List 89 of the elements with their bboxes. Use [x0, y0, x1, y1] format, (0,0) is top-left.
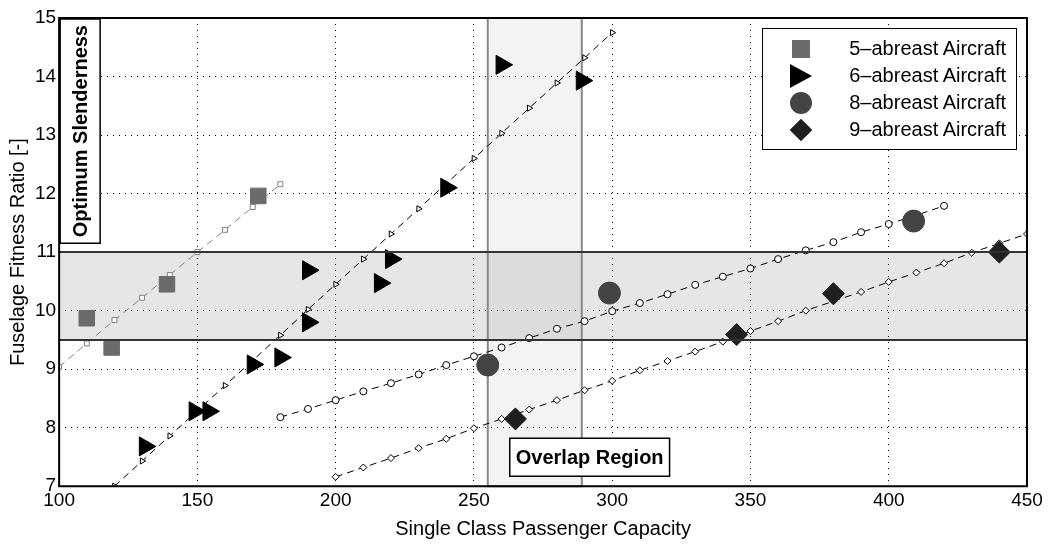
point [912, 268, 921, 277]
point [222, 226, 229, 233]
point [277, 181, 284, 188]
x-tick-label: 200 [319, 488, 352, 510]
point [857, 228, 866, 237]
point [83, 340, 90, 347]
point [222, 382, 230, 390]
band-label: Optimum Slenderness [68, 25, 91, 238]
point [635, 299, 644, 308]
point [499, 129, 506, 137]
point [746, 264, 755, 273]
point [442, 361, 451, 370]
y-tick-label: 8 [45, 415, 57, 437]
point [278, 331, 285, 339]
band-label: Overlap Region [515, 445, 664, 468]
point [359, 387, 368, 396]
point [158, 276, 176, 293]
point [503, 407, 527, 431]
point [469, 352, 478, 361]
point [597, 281, 621, 305]
point [476, 353, 500, 377]
point [663, 290, 672, 299]
point [305, 305, 313, 313]
point [774, 255, 783, 264]
point [388, 230, 395, 238]
point [139, 457, 147, 465]
point [609, 29, 617, 37]
point [249, 204, 256, 211]
legend-label: 8–abreast Aircraft [849, 91, 1006, 114]
point [497, 343, 506, 352]
y-tick-label: 13 [34, 123, 57, 145]
point [276, 413, 285, 422]
point [304, 404, 313, 413]
y-tick-label: 9 [45, 357, 57, 379]
point [608, 376, 617, 385]
point [884, 220, 893, 229]
y-tick-label: 11 [36, 240, 57, 262]
point [139, 294, 146, 301]
point [746, 327, 755, 336]
point [249, 187, 267, 205]
x-tick-label: 400 [872, 488, 905, 510]
point [940, 201, 949, 210]
point [471, 154, 478, 162]
legend-label: 6–abreast Aircraft [849, 64, 1006, 87]
point [78, 309, 96, 327]
point [608, 307, 617, 316]
y-tick-label: 14 [34, 64, 57, 86]
point [526, 104, 534, 112]
point [940, 259, 949, 268]
point [525, 405, 534, 414]
legend-label: 5–abreast Aircraft [849, 37, 1006, 60]
point [103, 339, 120, 356]
point [111, 317, 118, 323]
y-tick-label: 12 [34, 181, 57, 203]
point [857, 287, 866, 296]
x-axis-title: Single Class Passenger Capacity [395, 516, 691, 539]
point [386, 379, 395, 388]
point [331, 396, 340, 405]
point [580, 317, 589, 326]
y-tick-label: 15 [34, 6, 57, 28]
point [361, 255, 368, 263]
point [774, 317, 783, 326]
point [554, 79, 561, 87]
x-tick-label: 150 [181, 488, 214, 510]
point [884, 277, 893, 286]
point [582, 54, 589, 62]
y-axis-title: Fuselage Fitness Ratio [-] [5, 138, 28, 367]
point [725, 323, 749, 347]
point [497, 414, 506, 423]
point [333, 280, 340, 288]
point [416, 205, 423, 213]
x-tick-label: 250 [458, 488, 490, 510]
point [691, 280, 700, 289]
point [718, 272, 727, 281]
point [469, 424, 478, 433]
x-tick-label: 350 [734, 488, 767, 510]
point [902, 209, 926, 233]
point [821, 282, 845, 306]
point [552, 396, 561, 405]
point [552, 324, 561, 333]
point [414, 370, 423, 379]
x-tick-label: 450 [1011, 488, 1043, 510]
y-tick-label: 10 [34, 298, 57, 320]
legend-label: 9–abreast Aircraft [849, 118, 1006, 141]
point [663, 356, 672, 365]
point [167, 432, 174, 440]
point [829, 238, 838, 247]
x-tick-label: 300 [596, 488, 629, 510]
point [801, 306, 810, 315]
